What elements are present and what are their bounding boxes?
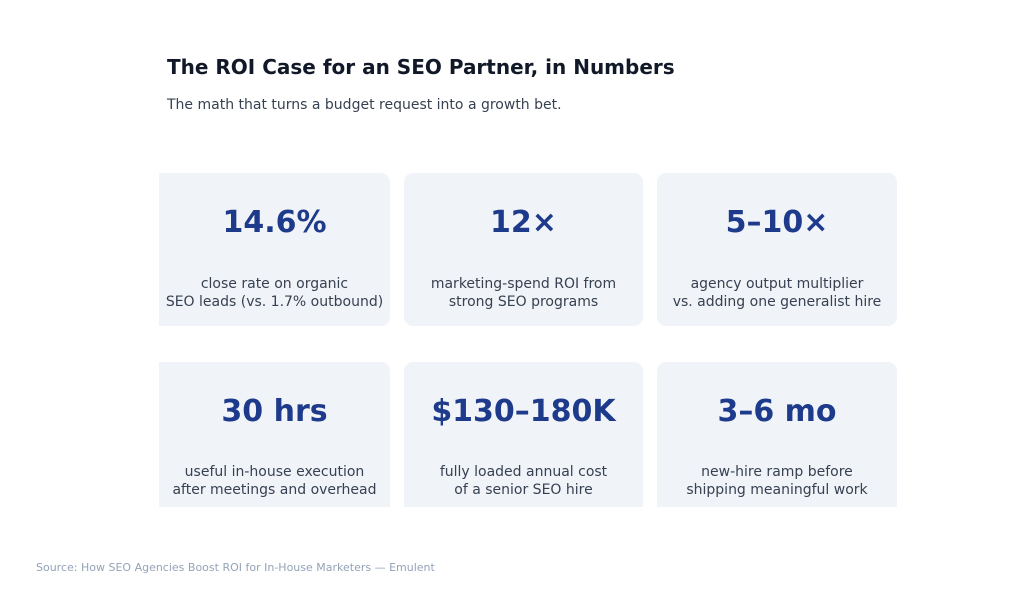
stat-value: 12×: [490, 205, 557, 240]
source-note: Source: How SEO Agencies Boost ROI for I…: [36, 561, 435, 574]
stat-value: 5–10×: [725, 205, 829, 240]
stat-description: agency output multiplier vs. adding one …: [672, 276, 882, 310]
stat-card: 14.6% close rate on organic SEO leads (v…: [159, 173, 390, 326]
page-subtitle: The math that turns a budget request int…: [167, 97, 562, 113]
stat-card: 5–10× agency output multiplier vs. addin…: [657, 173, 897, 326]
stat-description: fully loaded annual cost of a senior SEO…: [439, 464, 608, 498]
stat-value: 30 hrs: [221, 394, 328, 429]
stat-description: marketing-spend ROI from strong SEO prog…: [430, 276, 617, 310]
stat-card: $130–180K fully loaded annual cost of a …: [404, 362, 643, 507]
stat-card: 30 hrs useful in-house execution after m…: [159, 362, 390, 507]
page-title: The ROI Case for an SEO Partner, in Numb…: [167, 55, 675, 79]
stat-description: close rate on organic SEO leads (vs. 1.7…: [165, 276, 384, 310]
stat-value: 3–6 mo: [717, 394, 837, 429]
stat-card-grid: 14.6% close rate on organic SEO leads (v…: [159, 160, 919, 507]
stat-description: new-hire ramp before shipping meaningful…: [686, 464, 868, 498]
stat-description: useful in-house execution after meetings…: [172, 464, 377, 498]
stat-value: 14.6%: [222, 205, 327, 240]
stat-card: 3–6 mo new-hire ramp before shipping mea…: [657, 362, 897, 507]
stat-card: 12× marketing-spend ROI from strong SEO …: [404, 173, 643, 326]
stat-value: $130–180K: [431, 394, 616, 429]
